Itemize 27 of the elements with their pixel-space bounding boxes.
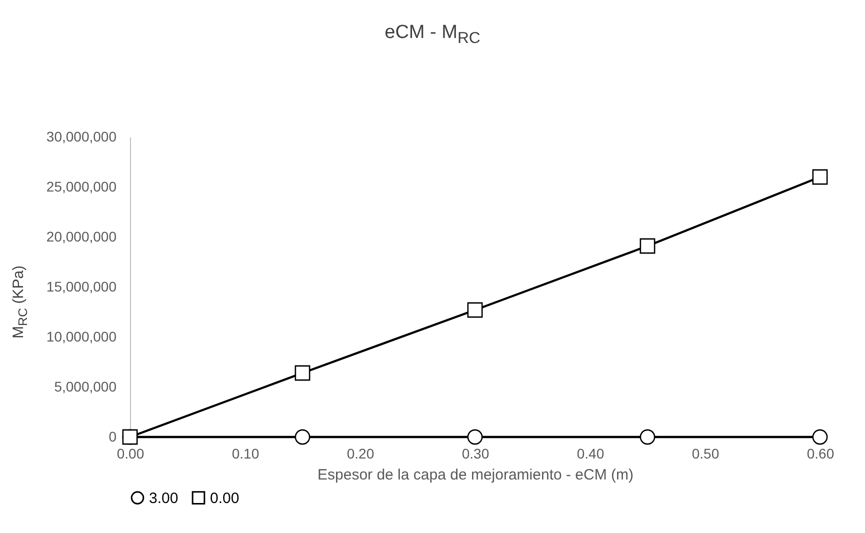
x-tick-label: 0.30: [462, 446, 490, 462]
point: [467, 302, 483, 318]
point: [122, 429, 138, 445]
x-tick-label: 0.40: [576, 446, 604, 462]
y-tick-label: 5,000,000: [54, 378, 117, 394]
x-tick-label: 0.20: [346, 446, 374, 462]
chart-title: eCM - M$_{RC}$: [384, 22, 482, 48]
y-tick-label: 10,000,000: [46, 328, 117, 344]
legend-label: 0.00: [210, 490, 240, 507]
point: [467, 429, 483, 445]
point: [294, 429, 310, 445]
x-tick-label: 0.60: [806, 446, 834, 462]
point: [812, 169, 828, 185]
y-tick-label: 20,000,000: [46, 228, 117, 244]
x-tick-label: 0.50: [692, 446, 720, 462]
y-tick-label: 15,000,000: [46, 278, 117, 294]
y-tick-label: 30,000,000: [46, 128, 117, 144]
x-tick-label: 0.00: [116, 446, 144, 462]
point: [812, 429, 828, 445]
y-tick-label: 0: [108, 428, 117, 444]
point: [294, 365, 310, 381]
y-tick-label: 25,000,000: [46, 178, 117, 194]
point: [640, 429, 656, 445]
legend-label: 3.00: [149, 490, 178, 507]
point: [640, 238, 656, 254]
x-axis-title: Espesor de la capa de mejoramiento - eCM (m): [318, 466, 634, 484]
x-tick-label: 0.10: [232, 446, 260, 462]
